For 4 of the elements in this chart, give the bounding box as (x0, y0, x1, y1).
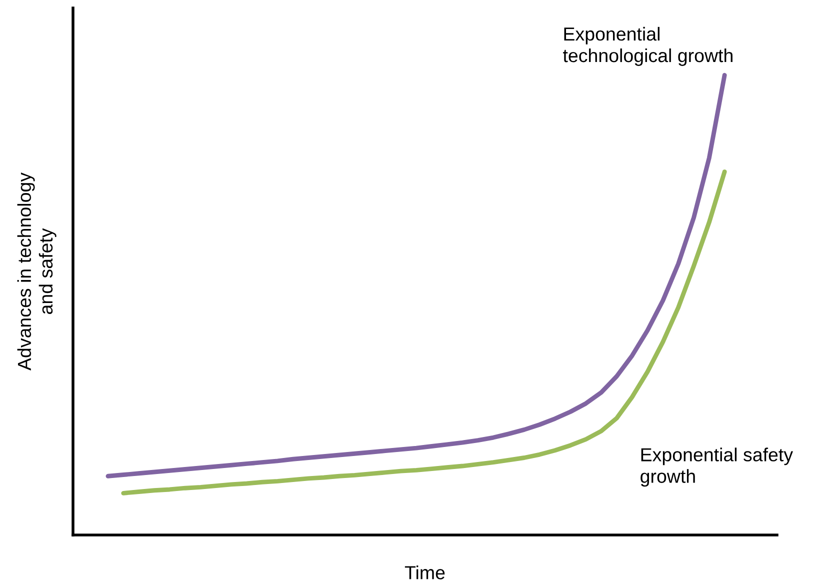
text: Exponential safety growth (640, 448, 793, 487)
y-axis-title: Advances in technology and safety (17, 172, 56, 370)
x-axis-title: Time (404, 566, 445, 580)
series-label: Exponential technological growth (563, 26, 732, 66)
